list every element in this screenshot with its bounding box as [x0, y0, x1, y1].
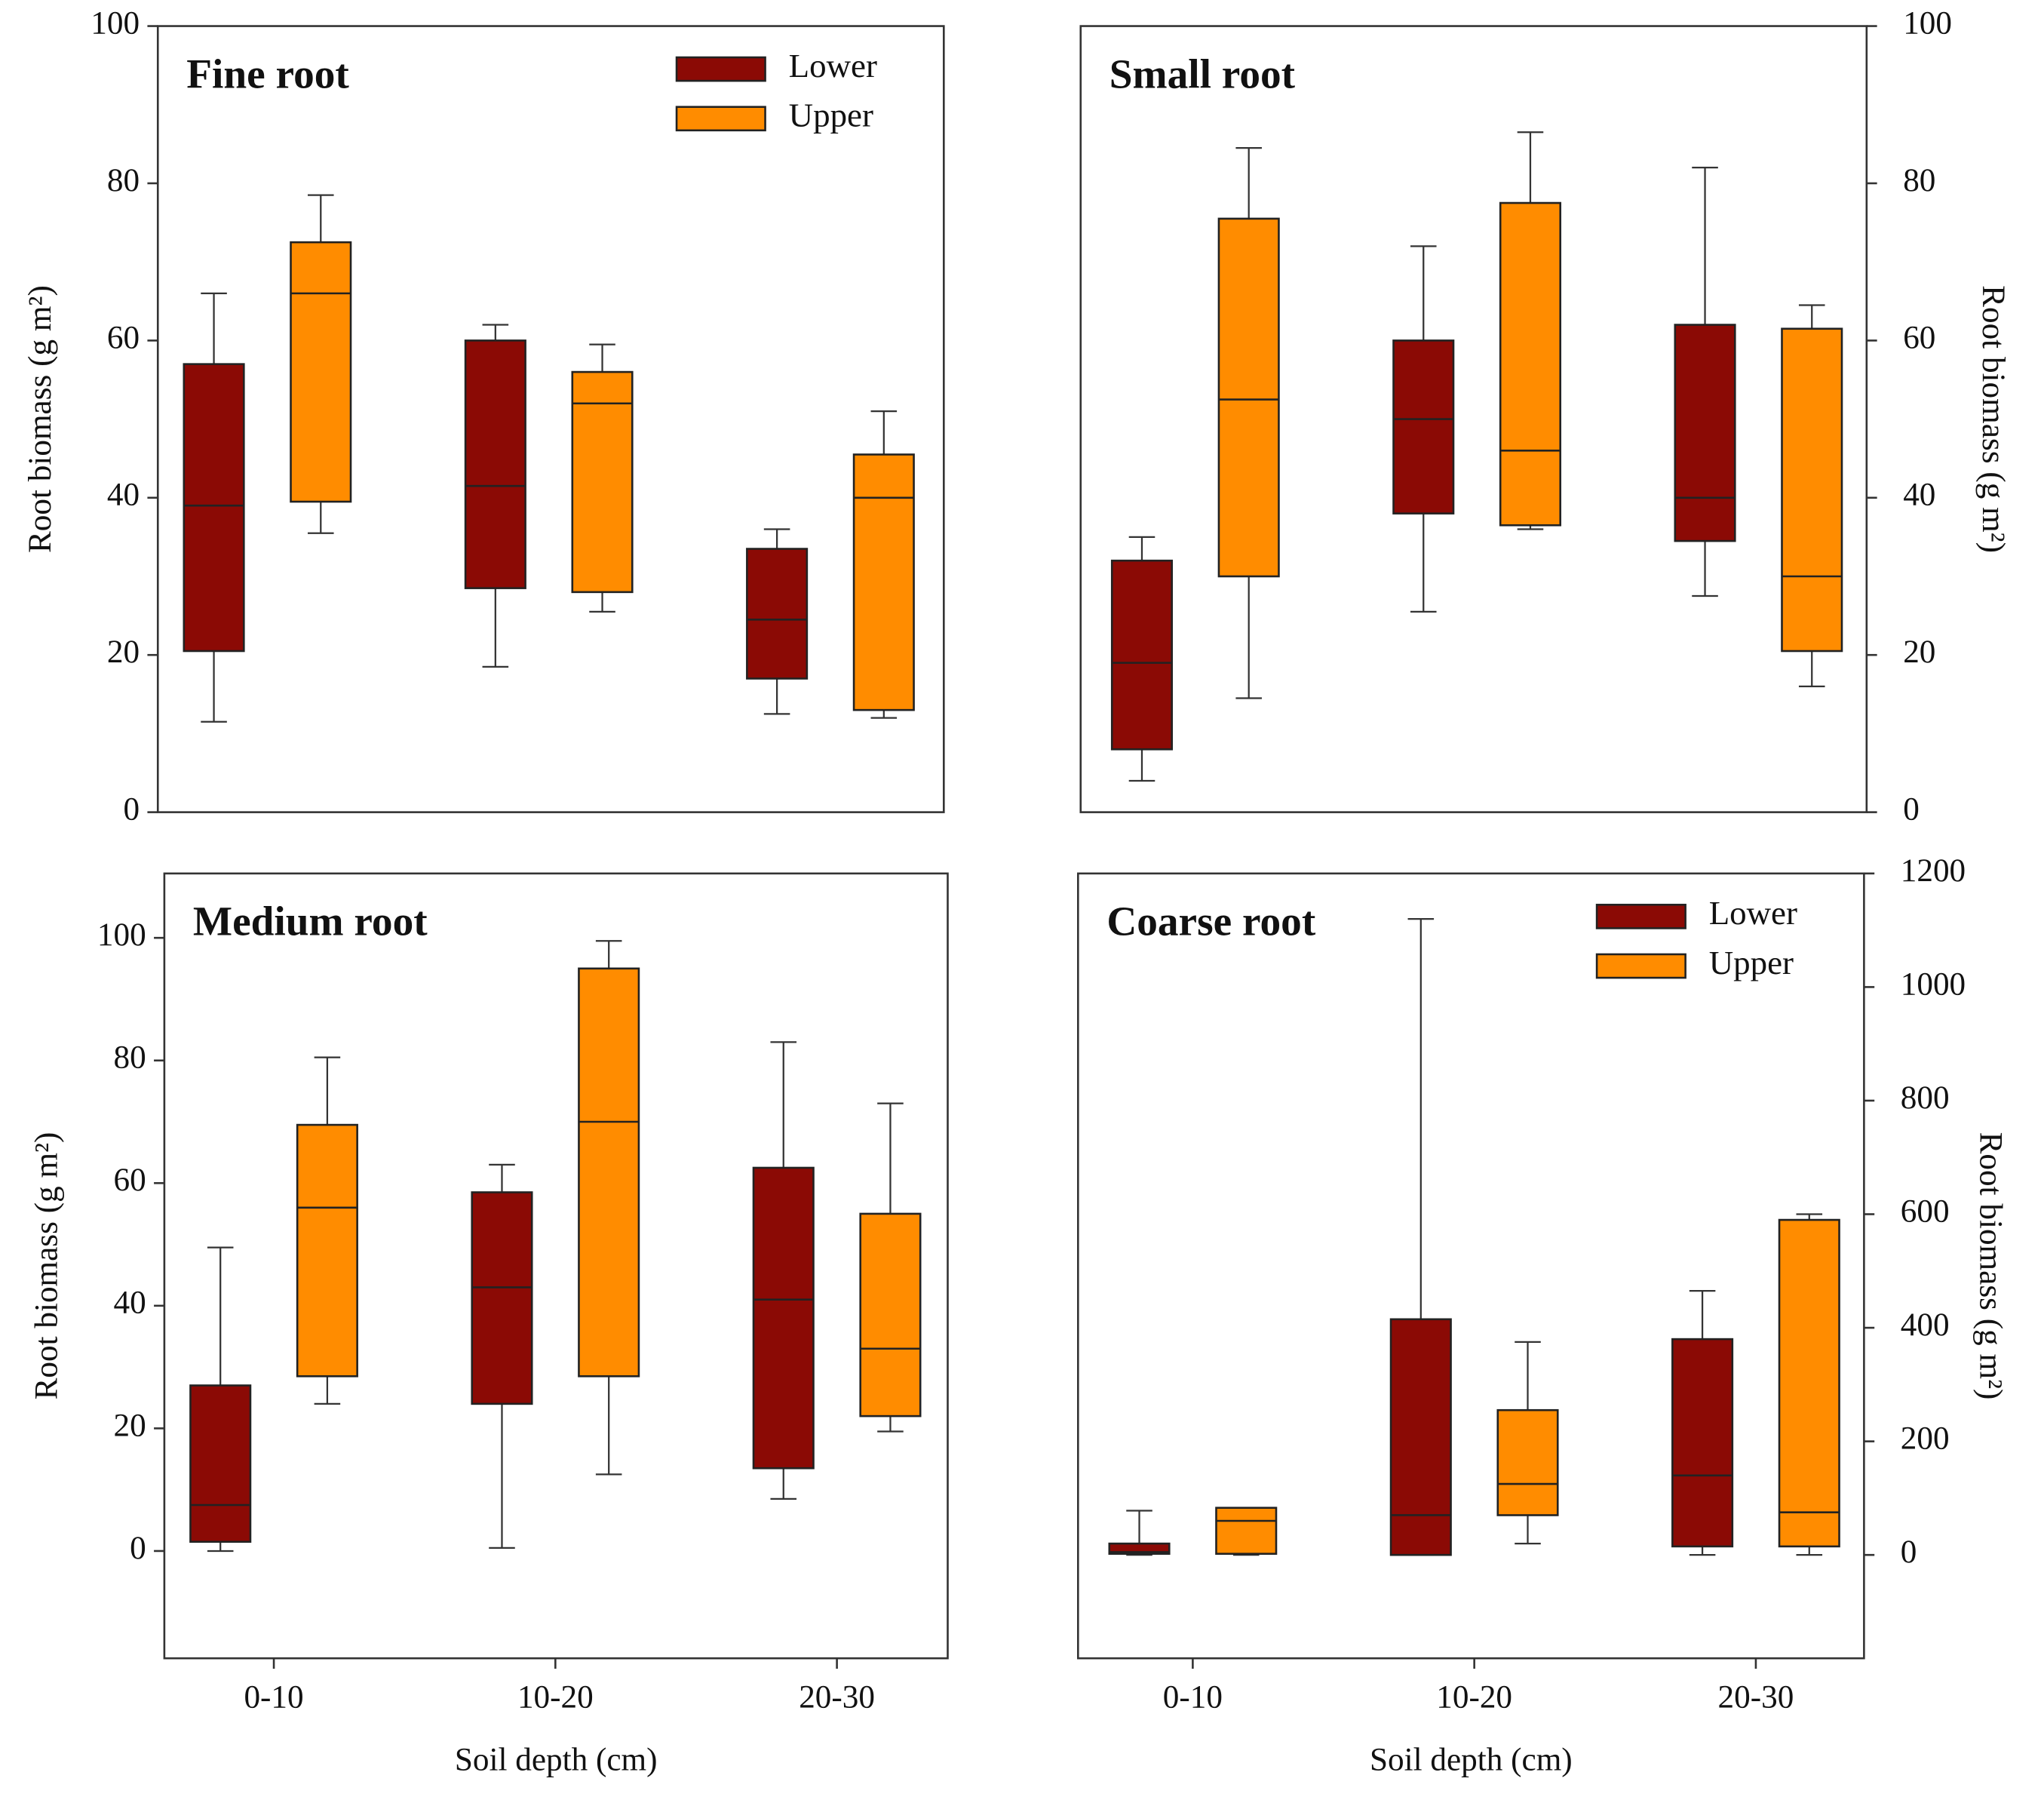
y-tick-label: 20: [1903, 634, 1935, 670]
y-tick-label: 60: [114, 1163, 146, 1198]
box: [1389, 1318, 1452, 1556]
y-tick-label: 40: [114, 1285, 146, 1321]
box: [296, 1123, 358, 1378]
box: [1217, 217, 1280, 578]
plot-frame: [1079, 25, 1868, 813]
y-tick-label: 0: [1901, 1534, 1917, 1570]
box: [1392, 339, 1455, 514]
x-tick-label: 0-10: [244, 1679, 303, 1715]
box: [859, 1212, 922, 1418]
plot-frame: [163, 872, 949, 1660]
y-tick-label: 80: [107, 163, 140, 198]
plot-frame: [1077, 872, 1865, 1660]
y-tick-label: 400: [1901, 1307, 1950, 1343]
box: [183, 363, 245, 653]
box: [1215, 1507, 1278, 1555]
box: [1781, 327, 1843, 653]
box: [571, 370, 634, 594]
y-tick-label: 1200: [1901, 853, 1966, 889]
y-tick-label: 100: [97, 917, 146, 953]
panel-title: Fine root: [186, 51, 349, 97]
x-tick-label: 20-30: [799, 1679, 875, 1715]
y-tick-label: 600: [1901, 1193, 1950, 1229]
box: [1778, 1218, 1840, 1548]
box: [578, 967, 640, 1378]
y-axis-label: Root biomass (g m²): [29, 1132, 65, 1400]
x-axis-label: Soil depth (cm): [455, 1742, 658, 1777]
box: [471, 1191, 533, 1405]
y-tick-label: 40: [107, 478, 140, 513]
y-tick-label: 80: [1903, 163, 1935, 198]
panel-title: Coarse root: [1106, 898, 1316, 945]
box: [1671, 1338, 1734, 1548]
y-tick-label: 40: [1903, 478, 1935, 513]
panel-title: Medium root: [193, 898, 428, 945]
box: [752, 1166, 815, 1470]
x-tick-label: 10-20: [1436, 1679, 1512, 1715]
box: [746, 548, 809, 680]
y-axis-label: Root biomass (g m²): [1975, 285, 2011, 553]
box: [852, 453, 915, 711]
y-tick-label: 60: [107, 320, 140, 355]
y-tick-label: 60: [1903, 320, 1935, 355]
x-tick-label: 20-30: [1718, 1679, 1794, 1715]
x-axis-label: Soil depth (cm): [1370, 1742, 1573, 1777]
legend-swatch: [1595, 953, 1686, 979]
y-axis-label: Root biomass (g m²): [1973, 1132, 2009, 1400]
box: [1499, 201, 1562, 527]
box: [1110, 559, 1174, 751]
y-tick-label: 80: [114, 1040, 146, 1076]
legend-swatch: [675, 56, 766, 82]
box: [290, 241, 352, 503]
y-tick-label: 0: [130, 1531, 146, 1566]
plot-frame: [156, 25, 945, 813]
y-tick-label: 800: [1901, 1080, 1950, 1116]
x-tick-label: 10-20: [517, 1679, 594, 1715]
box: [464, 339, 526, 589]
y-tick-label: 20: [107, 634, 140, 670]
x-tick-label: 0-10: [1163, 1679, 1223, 1715]
box: [1496, 1408, 1559, 1516]
y-tick-label: 1000: [1901, 966, 1966, 1002]
legend-swatch: [1595, 904, 1686, 929]
legend-label: Lower: [789, 47, 877, 84]
y-tick-label: 200: [1901, 1421, 1950, 1457]
legend-label: Upper: [1709, 944, 1794, 981]
legend-label: Lower: [1709, 894, 1797, 932]
y-tick-label: 0: [123, 792, 140, 828]
legend-label: Upper: [789, 97, 873, 134]
legend-swatch: [675, 106, 766, 132]
y-tick-label: 100: [91, 5, 140, 41]
y-tick-label: 100: [1903, 5, 1952, 41]
panel-title: Small root: [1109, 51, 1296, 97]
y-tick-label: 20: [114, 1408, 146, 1443]
y-axis-label: Root biomass (g m²): [23, 285, 58, 553]
box: [189, 1384, 252, 1543]
y-tick-label: 0: [1903, 792, 1920, 828]
box: [1674, 324, 1736, 542]
